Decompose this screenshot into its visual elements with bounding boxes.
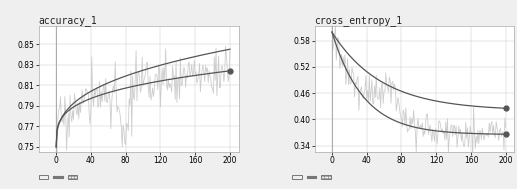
Text: accuracy_1: accuracy_1 <box>39 15 98 26</box>
Text: cross_entropy_1: cross_entropy_1 <box>314 15 403 26</box>
